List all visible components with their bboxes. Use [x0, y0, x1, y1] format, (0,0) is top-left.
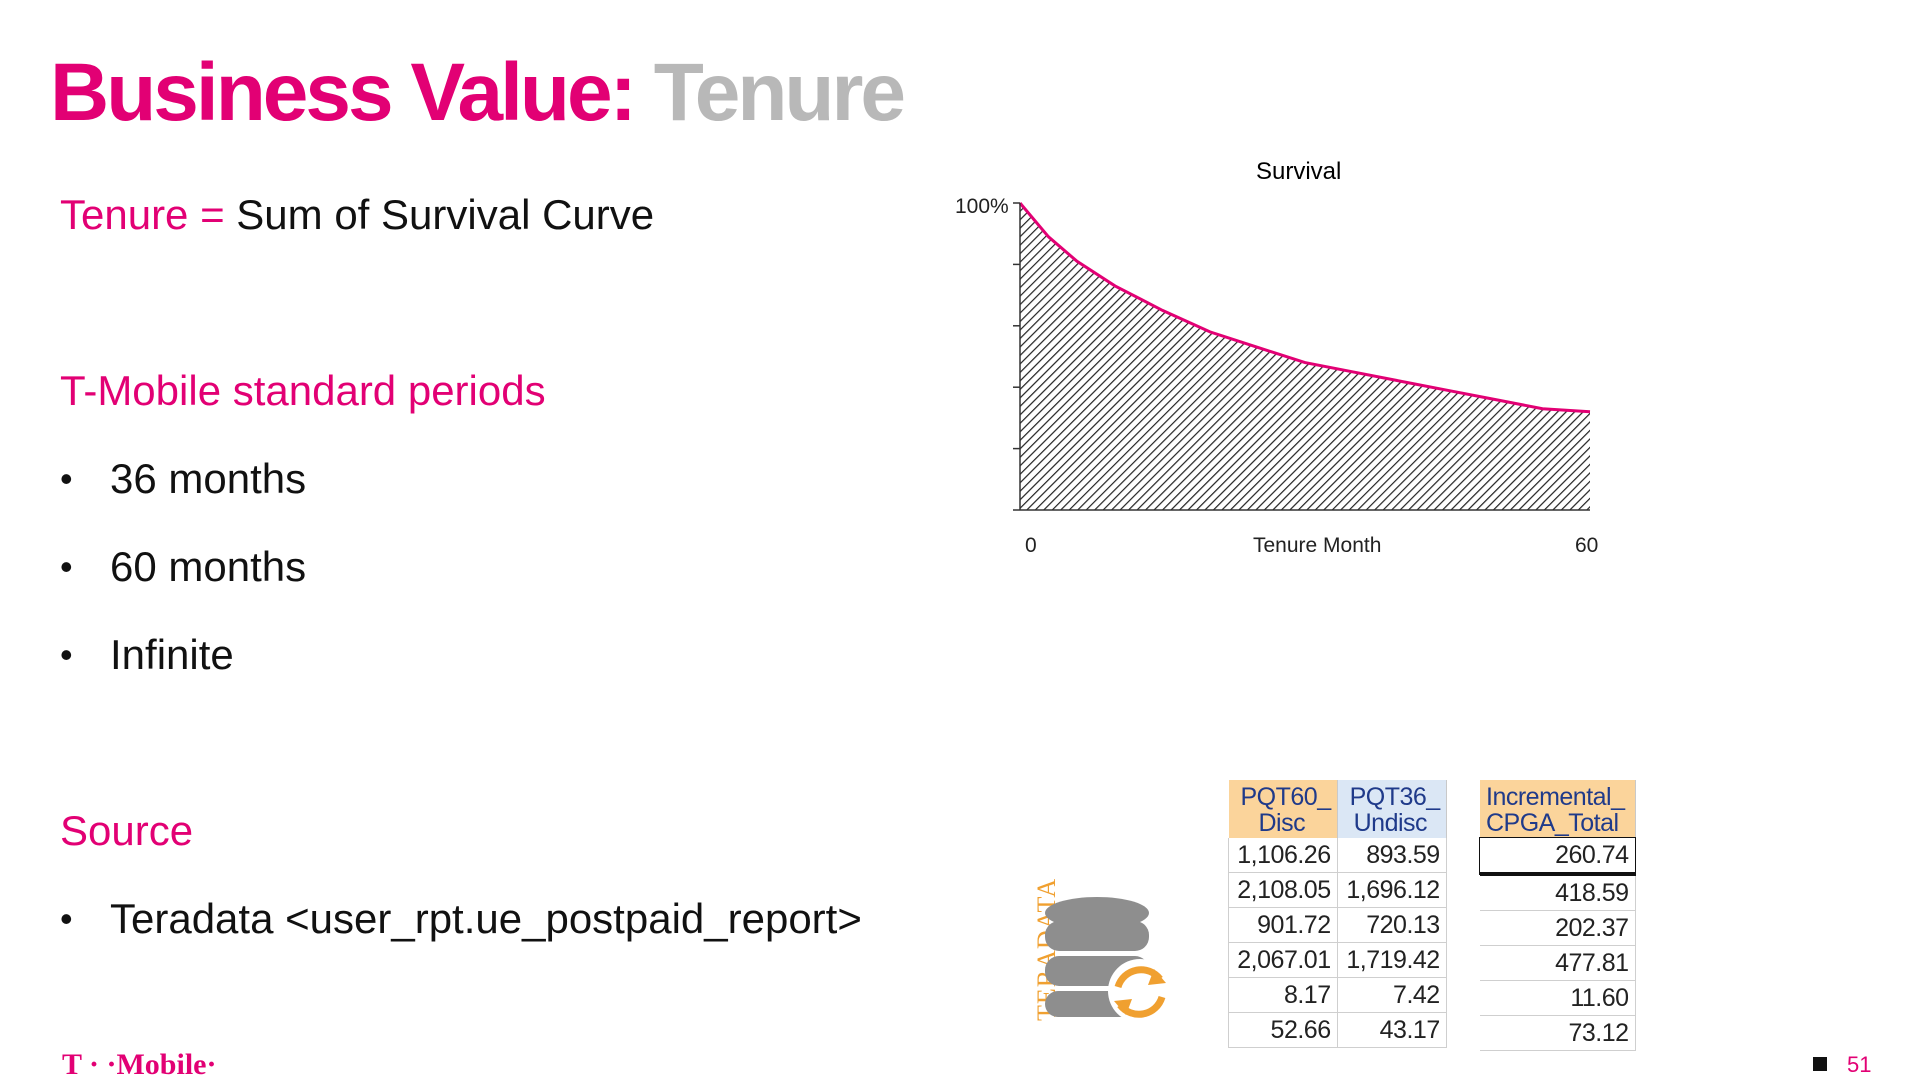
cell[interactable]: 1,696.12: [1337, 872, 1447, 908]
survival-area: [1020, 203, 1590, 510]
cell-selected[interactable]: 260.74: [1478, 837, 1637, 876]
source-heading: Source: [60, 807, 194, 854]
cell[interactable]: 52.66: [1228, 1012, 1338, 1048]
table-row: 260.74: [1478, 837, 1637, 876]
definition-text: Sum of Survival Curve: [236, 191, 655, 238]
title-part1: Business Value:: [50, 47, 637, 138]
table-header-row: PQT60_ Disc PQT36_ Undisc: [1228, 780, 1447, 838]
bullet-dot: •: [60, 458, 73, 499]
table-row: 1,106.26 893.59: [1228, 838, 1447, 873]
survival-chart: [1013, 202, 1591, 511]
page-marker-square: [1813, 1057, 1827, 1071]
table-row: 477.81: [1480, 945, 1636, 981]
col-header-pqt60[interactable]: PQT60_ Disc: [1228, 780, 1338, 838]
chart-title: Survival: [1256, 158, 1342, 185]
cell[interactable]: 202.37: [1480, 910, 1636, 946]
source-label: Teradata <user_rpt.ue_postpaid_report>: [110, 895, 862, 942]
x-tick-label-start: 0: [1025, 534, 1037, 557]
table-header-row: Incremental_ CPGA_Total: [1480, 780, 1636, 838]
y-axis-ticks: [1013, 202, 1020, 511]
cell[interactable]: 11.60: [1480, 980, 1636, 1016]
table-row: 52.66 43.17: [1228, 1012, 1447, 1048]
teradata-logo: TERADATA: [1010, 878, 1172, 1035]
period-label: 60 months: [110, 543, 307, 590]
definition-label: Tenure =: [60, 191, 225, 238]
period-label: 36 months: [110, 455, 307, 502]
table-row: 418.59: [1480, 874, 1636, 911]
survival-line: [1018, 202, 1591, 414]
table-row: 2,108.05 1,696.12: [1228, 872, 1447, 908]
period-item: • 60 months: [60, 546, 306, 588]
page-number: 51: [1847, 1052, 1872, 1077]
tenure-definition: Tenure = Sum of Survival Curve: [60, 194, 654, 236]
cell[interactable]: 1,719.42: [1337, 942, 1447, 978]
x-axis-label: Tenure Month: [1253, 534, 1382, 557]
y-tick-label: 100%: [955, 195, 1009, 218]
cell[interactable]: 2,108.05: [1228, 872, 1338, 908]
slide-title: Business Value: Tenure: [50, 52, 906, 134]
cell[interactable]: 1,106.26: [1228, 838, 1338, 873]
pqt-table: PQT60_ Disc PQT36_ Undisc 1,106.26 893.59 2…: [1228, 780, 1447, 1048]
cell[interactable]: 2,067.01: [1228, 942, 1338, 978]
period-item: • Infinite: [60, 634, 234, 676]
bullet-dot: •: [60, 546, 73, 587]
database-sync-icon: [1045, 897, 1172, 1023]
table-row: 73.12: [1480, 1015, 1636, 1051]
cell[interactable]: 8.17: [1228, 977, 1338, 1013]
cell[interactable]: 477.81: [1480, 945, 1636, 981]
table-row: 8.17 7.42: [1228, 977, 1447, 1013]
cell[interactable]: 893.59: [1337, 838, 1447, 873]
period-label: Infinite: [110, 631, 234, 678]
period-item: • 36 months: [60, 458, 306, 500]
x-tick-label-end: 60: [1575, 534, 1599, 557]
cpga-table: Incremental_ CPGA_Total 260.74 418.59 202…: [1478, 780, 1637, 1051]
col-header-cpga[interactable]: Incremental_ CPGA_Total: [1480, 780, 1636, 838]
cell[interactable]: 720.13: [1337, 907, 1447, 943]
title-part2: Tenure: [653, 47, 906, 138]
table-row: 2,067.01 1,719.42: [1228, 942, 1447, 978]
table-row: 11.60: [1480, 980, 1636, 1016]
table-row: 202.37: [1480, 910, 1636, 946]
tmobile-logo: T · ·Mobile·: [62, 1048, 217, 1081]
col-header-pqt36[interactable]: PQT36_ Undisc: [1337, 780, 1447, 838]
source-item: • Teradata <user_rpt.ue_postpaid_report>: [60, 898, 862, 940]
cell[interactable]: 7.42: [1337, 977, 1447, 1013]
periods-heading: T-Mobile standard periods: [60, 367, 546, 414]
cell[interactable]: 43.17: [1337, 1012, 1447, 1048]
cell[interactable]: 73.12: [1480, 1015, 1636, 1051]
cell[interactable]: 418.59: [1480, 874, 1636, 911]
bullet-dot: •: [60, 898, 73, 939]
bullet-dot: •: [60, 634, 73, 675]
table-row: 901.72 720.13: [1228, 907, 1447, 943]
cell[interactable]: 901.72: [1228, 907, 1338, 943]
